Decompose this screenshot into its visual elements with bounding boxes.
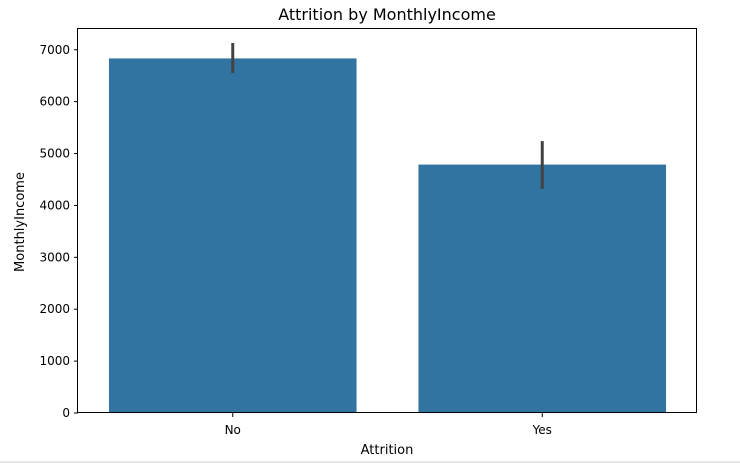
- y-axis: 0 1000 2000 3000 4000 5000 6000 7000: [39, 43, 78, 420]
- plot-frame: [77, 28, 697, 413]
- y-tick-label-7000: 7000: [39, 43, 70, 57]
- y-tick-label-3000: 3000: [39, 250, 70, 264]
- y-axis-label: MonthlyIncome: [13, 172, 28, 272]
- chart-title: Attrition by MonthlyIncome: [278, 5, 496, 24]
- y-tick-label-0: 0: [62, 406, 70, 420]
- x-tick-label-yes: Yes: [532, 423, 552, 437]
- x-axis-label: Attrition: [361, 443, 414, 458]
- y-tick-label-4000: 4000: [39, 198, 70, 212]
- y-tick-label-1000: 1000: [39, 354, 70, 368]
- bars-group: [108, 58, 667, 414]
- y-tick-label-5000: 5000: [39, 147, 70, 161]
- x-axis: No Yes: [225, 413, 552, 437]
- y-tick-label-2000: 2000: [39, 302, 70, 316]
- bar-no: [108, 58, 357, 414]
- bar-yes: [418, 164, 667, 413]
- bottom-divider: [0, 461, 740, 463]
- x-tick-label-no: No: [225, 423, 241, 437]
- error-bars-group: [231, 43, 544, 189]
- y-tick-label-6000: 6000: [39, 95, 70, 109]
